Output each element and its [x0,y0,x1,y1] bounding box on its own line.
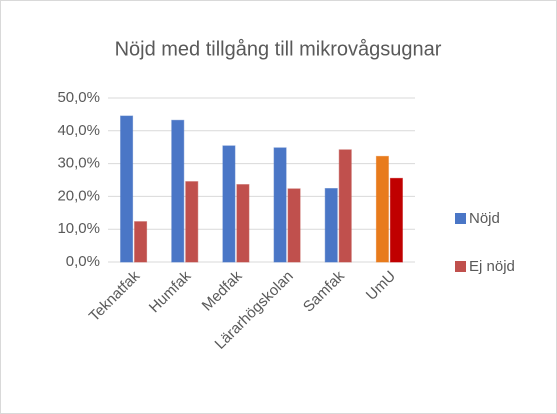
bar [273,147,287,263]
bar [375,155,389,263]
bar [389,177,403,263]
bar [287,188,301,263]
chart-title: Nöjd med tillgång till mikrovågsugnar [115,38,442,60]
bar [222,145,236,263]
bar [236,184,250,263]
bar [134,221,148,263]
legend-label: Ej nöjd [469,258,515,275]
legend-label: Nöjd [469,210,500,227]
bar [338,149,352,263]
y-tick-label: 40,0% [57,122,100,139]
bar [324,188,338,263]
legend-swatch [455,261,466,272]
y-tick-label: 10,0% [57,220,100,237]
bar [120,115,134,263]
y-tick-label: 50,0% [57,89,100,106]
y-tick-label: 0,0% [66,253,100,270]
y-tick-label: 30,0% [57,155,100,172]
y-tick-label: 20,0% [57,187,100,204]
bar [171,119,185,263]
bar [185,181,199,263]
legend-swatch [455,213,466,224]
